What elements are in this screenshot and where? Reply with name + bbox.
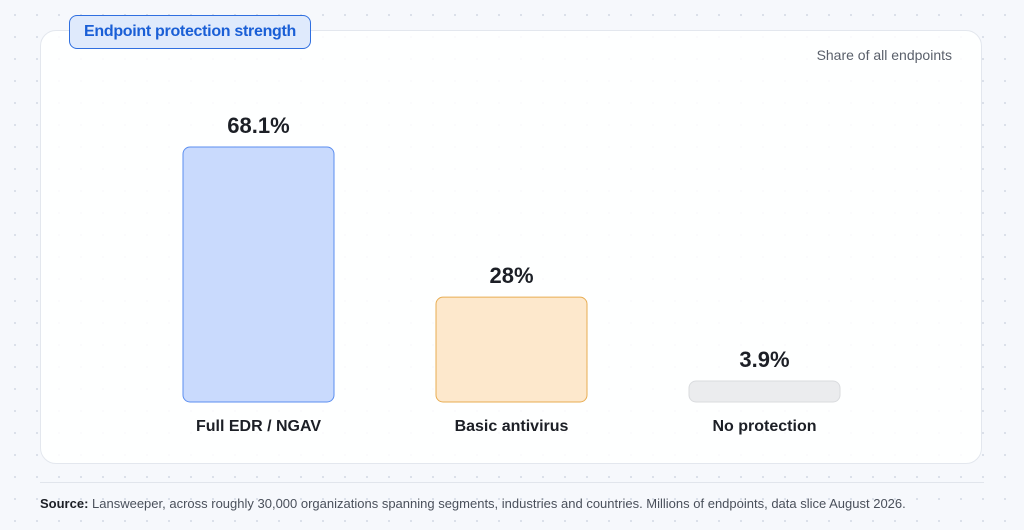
- bar-basic-antivirus: [435, 296, 588, 403]
- source-note: Source: Lansweeper, across roughly 30,00…: [40, 496, 906, 511]
- category-label-full-edr-ngav: Full EDR / NGAV: [196, 418, 321, 435]
- footer-divider: [40, 482, 984, 483]
- value-label-basic-antivirus: 28%: [489, 263, 533, 288]
- chart-subtitle: Share of all endpoints: [816, 47, 952, 63]
- source-label: Source:: [40, 496, 89, 511]
- value-label-no-protection: 3.9%: [739, 347, 789, 372]
- category-label-no-protection: No protection: [713, 418, 817, 435]
- bar-full-edr-ngav: [182, 146, 335, 403]
- category-label-basic-antivirus: Basic antivirus: [455, 418, 569, 435]
- value-label-full-edr-ngav: 68.1%: [227, 113, 289, 138]
- bar-no-protection: [688, 380, 841, 403]
- source-text: Lansweeper, across roughly 30,000 organi…: [88, 496, 906, 511]
- chart-title: Endpoint protection strength: [69, 15, 312, 49]
